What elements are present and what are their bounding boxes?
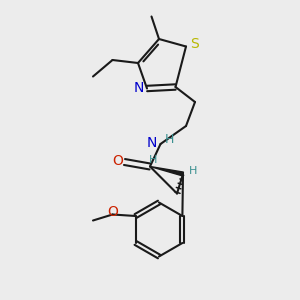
Text: H: H: [149, 155, 157, 165]
Text: N: N: [134, 82, 144, 95]
Text: N: N: [147, 136, 157, 150]
Polygon shape: [150, 167, 183, 176]
Text: H: H: [189, 166, 198, 176]
Text: O: O: [112, 154, 123, 168]
Text: S: S: [190, 37, 199, 51]
Text: O: O: [108, 205, 118, 218]
Text: H: H: [165, 133, 174, 146]
